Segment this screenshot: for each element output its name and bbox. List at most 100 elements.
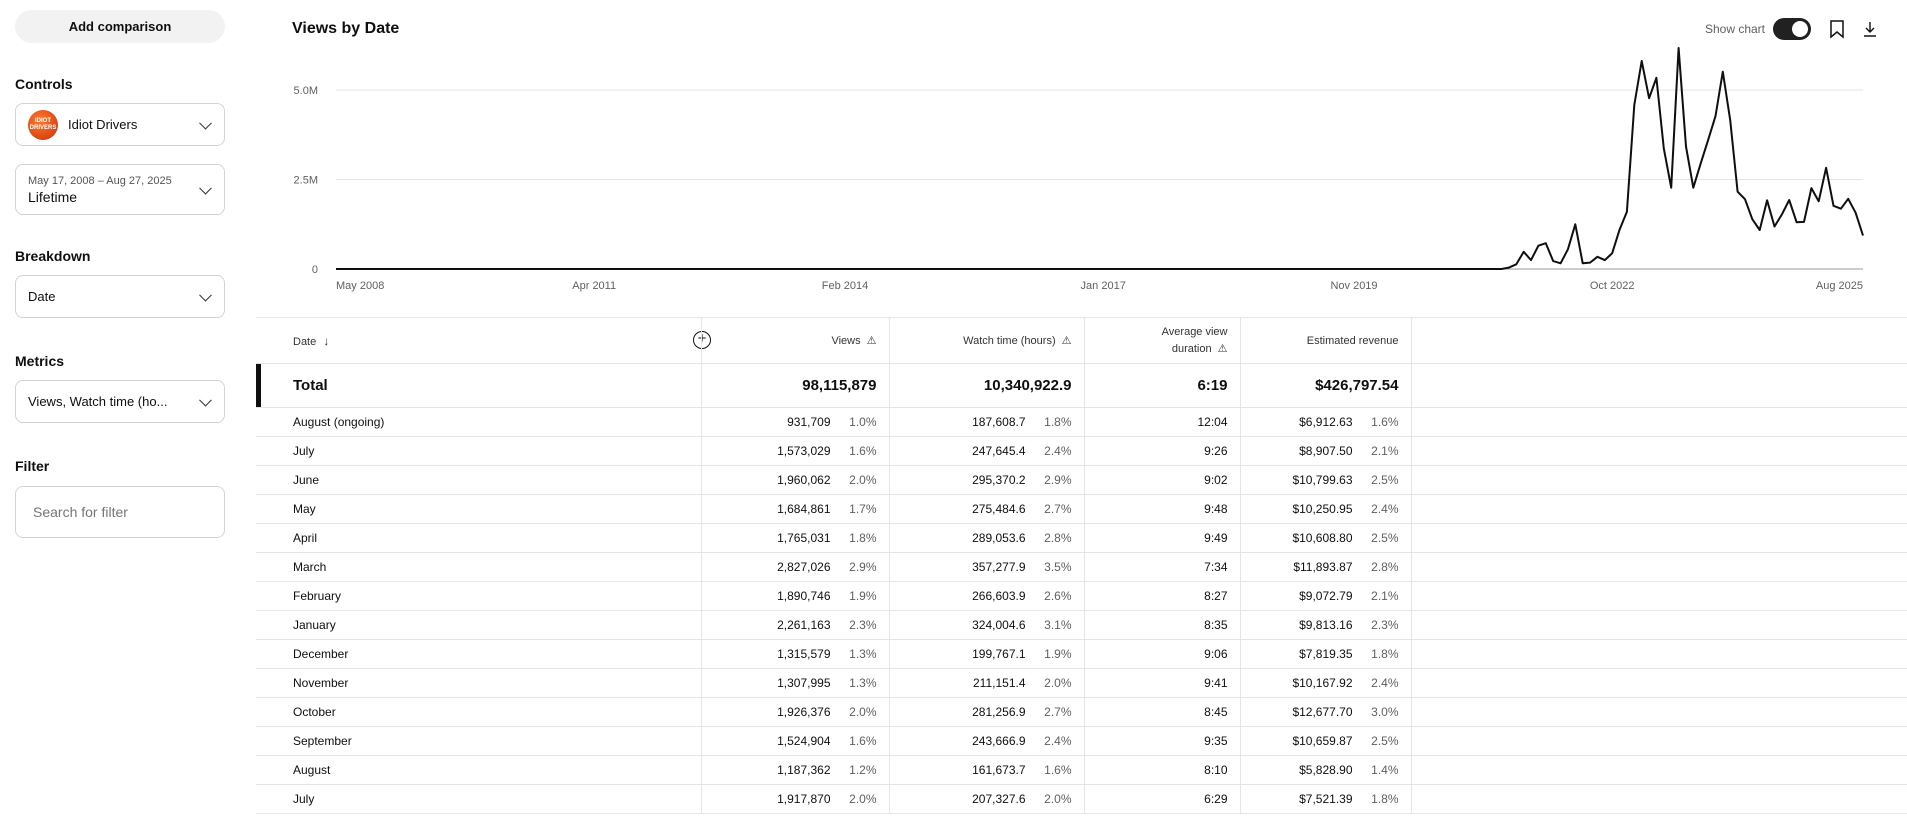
date-range-select[interactable]: May 17, 2008 – Aug 27, 2025 Lifetime — [15, 164, 225, 215]
row-avg: 9:41 — [1083, 668, 1240, 698]
row-date: April — [256, 523, 701, 553]
row-avg: 7:34 — [1083, 552, 1240, 582]
add-comparison-button[interactable]: Add comparison — [15, 10, 225, 43]
row-watch: 295,370.2 2.9% — [888, 465, 1084, 495]
watch-value: 289,053.6 — [972, 531, 1026, 545]
table-row[interactable]: June 1,960,062 2.0% 295,370.2 2.9% 9:02 $1… — [256, 465, 1907, 495]
row-watch: 207,327.6 2.0% — [888, 784, 1084, 814]
table-row[interactable]: July 1,573,029 1.6% 247,645.4 2.4% 9:26 $8… — [256, 436, 1907, 466]
data-table: Date ↓ Views ⚠ Watch time (hours) ⚠ Averag… — [256, 317, 1907, 814]
row-views: 1,524,904 1.6% — [700, 726, 889, 756]
revenue-value: $6,912.63 — [1299, 415, 1353, 429]
chart-toolbar: Show chart — [1705, 18, 1877, 40]
table-row[interactable]: March 2,827,026 2.9% 357,277.9 3.5% 7:34 $… — [256, 552, 1907, 582]
col-watch-time[interactable]: Watch time (hours) ⚠ — [888, 317, 1084, 364]
y-tick-label: 5.0M — [294, 85, 318, 97]
views-value: 1,187,362 — [777, 763, 831, 777]
views-value: 1,765,031 — [777, 531, 831, 545]
watch-pct: 2.9% — [1044, 473, 1072, 487]
x-tick-label: Feb 2014 — [822, 280, 868, 292]
revenue-value: $9,072.79 — [1299, 589, 1353, 603]
table-row[interactable]: December 1,315,579 1.3% 199,767.1 1.9% 9:0… — [256, 639, 1907, 669]
watch-pct: 3.5% — [1044, 560, 1072, 574]
row-views: 1,917,870 2.0% — [700, 784, 889, 814]
revenue-value: $5,828.90 — [1299, 763, 1353, 777]
revenue-value: $11,893.87 — [1293, 560, 1353, 574]
watch-value: 161,673.7 — [972, 763, 1026, 777]
col-empty — [1410, 317, 1907, 364]
col-views[interactable]: Views ⚠ — [700, 317, 889, 364]
watch-pct: 2.0% — [1044, 676, 1072, 690]
row-views: 1,573,029 1.6% — [700, 436, 889, 466]
row-revenue: $12,677.70 3.0% — [1239, 697, 1411, 727]
show-chart-toggle[interactable] — [1773, 18, 1811, 40]
bookmark-icon[interactable] — [1829, 19, 1845, 39]
total-views: 98,115,879 — [700, 363, 889, 408]
metrics-select[interactable]: Views, Watch time (ho... — [15, 380, 225, 423]
empty-cell — [1410, 363, 1907, 408]
row-watch: 199,767.1 1.9% — [888, 639, 1084, 669]
revenue-pct: 2.5% — [1371, 531, 1399, 545]
channel-select[interactable]: IDIOT DRIVERS Idiot Drivers — [15, 103, 225, 146]
row-revenue: $10,167.92 2.4% — [1239, 668, 1411, 698]
row-date: September — [256, 726, 701, 756]
warning-icon: ⚠ — [866, 335, 877, 347]
row-watch: 281,256.9 2.7% — [888, 697, 1084, 727]
sort-arrow-down-icon: ↓ — [323, 333, 330, 348]
watch-pct: 2.0% — [1044, 792, 1072, 806]
x-tick-label: May 2008 — [336, 280, 384, 292]
table-row[interactable]: April 1,765,031 1.8% 289,053.6 2.8% 9:49 $… — [256, 523, 1907, 553]
total-avg-duration: 6:19 — [1083, 363, 1240, 408]
row-date: February — [256, 581, 701, 611]
total-row: Total 98,115,879 10,340,922.9 6:19 $426,… — [256, 363, 1907, 408]
watch-value: 211,151.4 — [973, 676, 1026, 690]
views-value: 1,573,029 — [777, 444, 831, 458]
views-pct: 2.0% — [849, 705, 877, 719]
table-row[interactable]: January 2,261,163 2.3% 324,004.6 3.1% 8:35… — [256, 610, 1907, 640]
row-views: 1,315,579 1.3% — [700, 639, 889, 669]
x-tick-label: Oct 2022 — [1590, 280, 1635, 292]
views-pct: 2.0% — [849, 473, 877, 487]
revenue-pct: 2.4% — [1371, 676, 1399, 690]
table-row[interactable]: February 1,890,746 1.9% 266,603.9 2.6% 8:2… — [256, 581, 1907, 611]
col-revenue[interactable]: Estimated revenue — [1239, 317, 1411, 364]
row-watch: 275,484.6 2.7% — [888, 494, 1084, 524]
table-row[interactable]: August 1,187,362 1.2% 161,673.7 1.6% 8:10 … — [256, 755, 1907, 785]
table-row[interactable]: September 1,524,904 1.6% 243,666.9 2.4% 9:… — [256, 726, 1907, 756]
empty-cell — [1410, 407, 1907, 437]
views-pct: 1.6% — [849, 734, 877, 748]
col-avg-duration[interactable]: Average view duration ⚠ — [1083, 317, 1240, 364]
download-icon[interactable] — [1863, 20, 1877, 38]
revenue-pct: 2.8% — [1371, 560, 1399, 574]
channel-avatar: IDIOT DRIVERS — [28, 109, 58, 140]
row-avg: 9:49 — [1083, 523, 1240, 553]
table-row[interactable]: May 1,684,861 1.7% 275,484.6 2.7% 9:48 $10… — [256, 494, 1907, 524]
empty-cell — [1410, 436, 1907, 466]
row-revenue: $7,819.35 1.8% — [1239, 639, 1411, 669]
empty-cell — [1410, 494, 1907, 524]
filter-search-input[interactable] — [15, 486, 225, 538]
row-avg: 9:48 — [1083, 494, 1240, 524]
watch-value: 266,603.9 — [972, 589, 1026, 603]
breakdown-select[interactable]: Date — [15, 275, 225, 318]
table-row[interactable]: October 1,926,376 2.0% 281,256.9 2.7% 8:45… — [256, 697, 1907, 727]
row-date: July — [256, 784, 701, 814]
revenue-value: $10,167.92 — [1292, 676, 1353, 690]
table-row[interactable]: August (ongoing) 931,709 1.0% 187,608.7 1.… — [256, 407, 1907, 437]
views-pct: 2.3% — [849, 618, 877, 632]
empty-cell — [1410, 610, 1907, 640]
date-range-text: May 17, 2008 – Aug 27, 2025 — [28, 174, 172, 187]
row-date: July — [256, 436, 701, 466]
col-date[interactable]: Date ↓ — [256, 317, 701, 364]
table-row[interactable]: July 1,917,870 2.0% 207,327.6 2.0% 6:29 $7… — [256, 784, 1907, 814]
watch-value: 243,666.9 — [972, 734, 1026, 748]
total-watch-time: 10,340,922.9 — [888, 363, 1084, 408]
empty-cell — [1410, 697, 1907, 727]
empty-cell — [1410, 639, 1907, 669]
revenue-pct: 1.6% — [1371, 415, 1399, 429]
views-pct: 1.0% — [849, 415, 877, 429]
row-watch: 161,673.7 1.6% — [888, 755, 1084, 785]
date-range-label: Lifetime — [28, 188, 78, 205]
table-row[interactable]: November 1,307,995 1.3% 211,151.4 2.0% 9:4… — [256, 668, 1907, 698]
row-views: 1,926,376 2.0% — [700, 697, 889, 727]
